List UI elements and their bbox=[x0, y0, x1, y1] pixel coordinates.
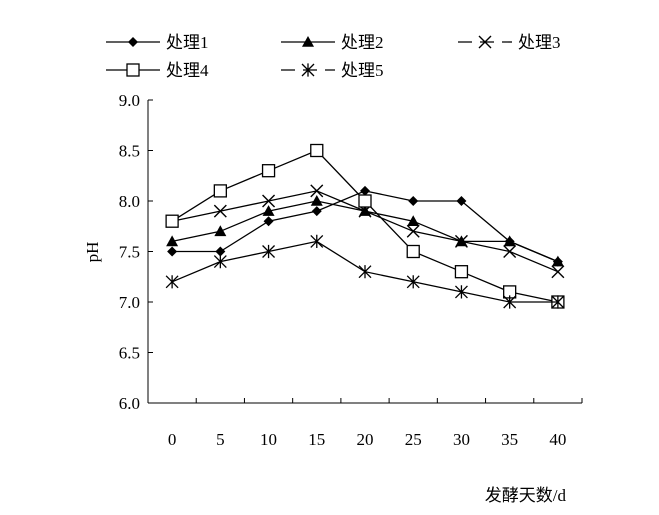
legend-marker bbox=[301, 63, 315, 77]
data-point bbox=[213, 184, 227, 198]
data-point bbox=[358, 265, 372, 279]
data-point bbox=[215, 246, 226, 257]
y-tick-label: 8.5 bbox=[119, 142, 140, 161]
y-tick-label: 9.0 bbox=[119, 91, 140, 110]
y-ticks: 6.0 6.5 7.0 7.5 8.0 8.5 9.0 bbox=[119, 91, 153, 413]
series-group bbox=[165, 143, 565, 309]
data-point bbox=[263, 216, 274, 227]
legend-item: 处理4 bbox=[106, 61, 209, 80]
y-tick-label: 6.5 bbox=[119, 344, 140, 363]
x-ticks: 0 5 10 15 20 25 30 35 40 bbox=[147, 398, 583, 449]
data-point bbox=[166, 235, 179, 247]
data-point bbox=[407, 215, 420, 226]
y-tick-label: 7.5 bbox=[119, 243, 140, 262]
legend-label: 处理3 bbox=[518, 33, 561, 52]
data-point bbox=[456, 196, 467, 206]
data-point bbox=[551, 295, 565, 309]
data-point bbox=[310, 234, 324, 248]
y-tick-label: 6.0 bbox=[119, 394, 140, 413]
legend-marker bbox=[302, 36, 314, 47]
data-point bbox=[214, 225, 227, 237]
x-tick-label: 15 bbox=[308, 430, 325, 449]
data-point bbox=[360, 185, 370, 196]
legend-label: 处理1 bbox=[166, 33, 209, 52]
series-4 bbox=[165, 143, 565, 309]
data-point bbox=[454, 265, 469, 279]
data-point bbox=[213, 255, 227, 269]
data-point bbox=[406, 244, 420, 259]
x-axis-label: 发酵天数/d bbox=[485, 486, 567, 505]
x-tick-label: 30 bbox=[453, 430, 470, 449]
y-axis-label: pH bbox=[83, 242, 102, 263]
legend-item: 处理5 bbox=[281, 61, 384, 80]
legend-item: 处理1 bbox=[106, 33, 209, 52]
data-point bbox=[261, 164, 276, 178]
data-point bbox=[167, 246, 178, 257]
series-line bbox=[171, 149, 559, 303]
data-point bbox=[310, 195, 323, 206]
data-point bbox=[503, 245, 517, 258]
data-point bbox=[551, 255, 564, 267]
data-point bbox=[213, 204, 227, 218]
data-point bbox=[503, 235, 516, 247]
data-point bbox=[262, 244, 276, 259]
legend-label: 处理2 bbox=[341, 33, 384, 52]
data-point bbox=[165, 214, 179, 228]
legend-label: 处理4 bbox=[166, 61, 209, 80]
x-tick-label: 40 bbox=[549, 430, 566, 449]
data-point bbox=[310, 184, 324, 198]
series-5 bbox=[165, 234, 565, 309]
data-point bbox=[408, 196, 419, 206]
x-tick-label: 5 bbox=[216, 430, 225, 449]
data-point bbox=[454, 285, 468, 299]
legend-item: 处理3 bbox=[458, 33, 561, 52]
data-point bbox=[503, 295, 517, 309]
x-tick-label: 10 bbox=[260, 430, 277, 449]
legend: 处理1 处理2 处理3 处理4 处理5 bbox=[106, 33, 561, 80]
data-point bbox=[310, 143, 324, 158]
data-point bbox=[454, 234, 468, 248]
series-1 bbox=[167, 185, 563, 267]
data-point bbox=[551, 265, 565, 279]
data-point bbox=[262, 205, 275, 216]
legend-item: 处理2 bbox=[281, 33, 384, 52]
data-point bbox=[406, 275, 420, 289]
legend-label: 处理5 bbox=[341, 61, 384, 80]
x-tick-label: 0 bbox=[168, 430, 177, 449]
legend-marker bbox=[478, 35, 492, 49]
legend-marker bbox=[126, 63, 140, 77]
data-point bbox=[165, 275, 179, 289]
x-tick-label: 20 bbox=[357, 430, 374, 449]
x-tick-label: 25 bbox=[405, 430, 422, 449]
x-tick-label: 35 bbox=[501, 430, 518, 449]
y-tick-label: 7.0 bbox=[119, 293, 140, 312]
y-tick-label: 8.0 bbox=[119, 192, 140, 211]
data-point bbox=[262, 194, 276, 208]
data-point bbox=[358, 194, 372, 208]
data-point bbox=[311, 206, 322, 217]
legend-marker bbox=[128, 37, 138, 47]
data-point bbox=[406, 224, 420, 238]
